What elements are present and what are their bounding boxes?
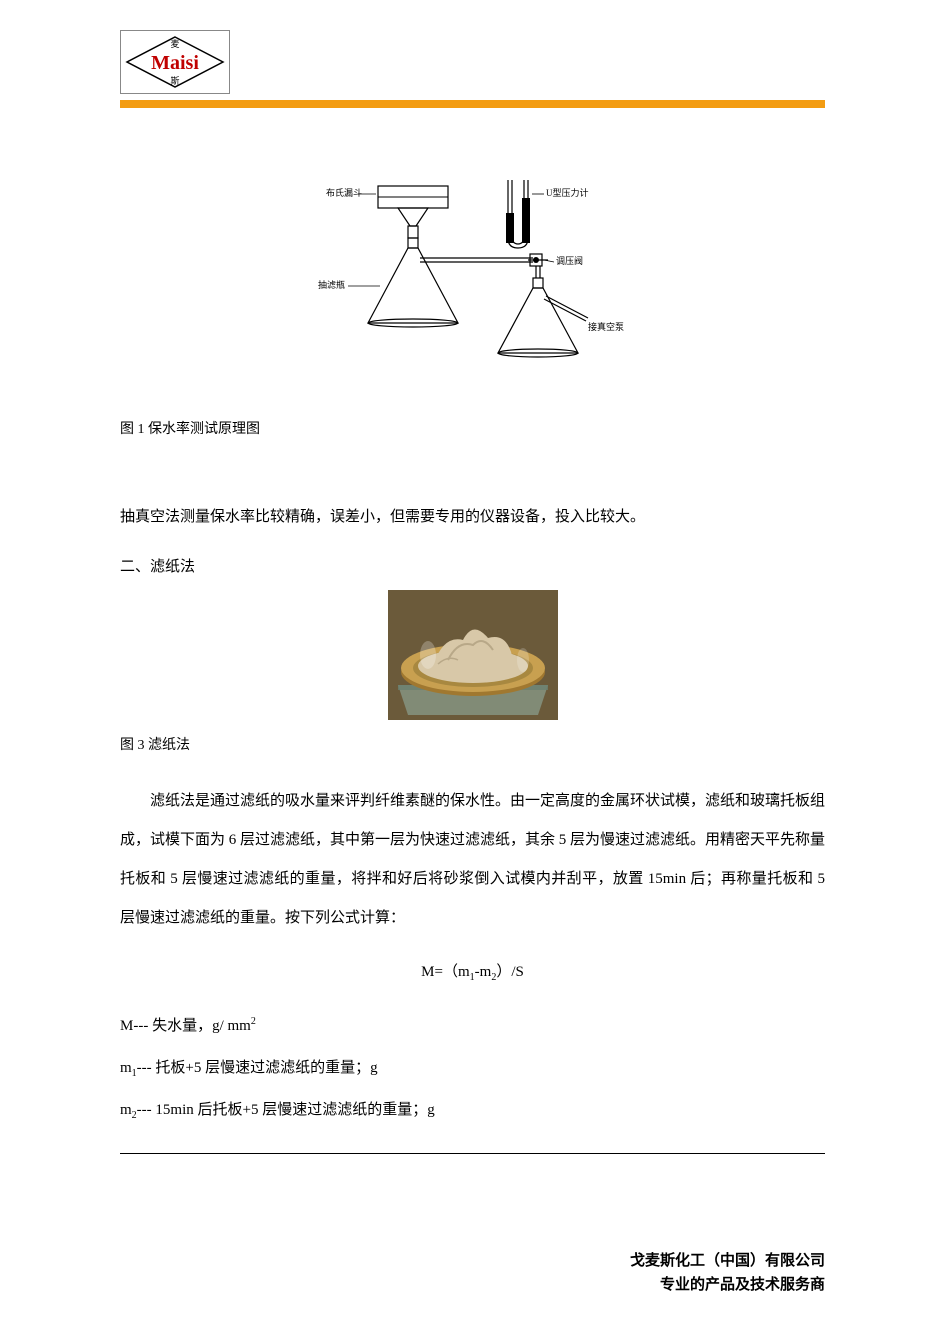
figure-1-container: 布氏漏斗 抽滤瓶 U型压力计 bbox=[120, 168, 825, 388]
label-manometer: U型压力计 bbox=[546, 187, 589, 198]
label-flask-left: 抽滤瓶 bbox=[318, 279, 345, 290]
formula-text: M=（m1-m2）/S bbox=[421, 964, 524, 980]
company-logo: 麦 Maisi 斯 bbox=[120, 30, 230, 94]
footer-tagline: 专业的产品及技术服务商 bbox=[630, 1273, 825, 1297]
filter-paper-photo bbox=[388, 590, 558, 720]
paragraph-1: 抽真空法测量保水率比较精确，误差小，但需要专用的仪器设备，投入比较大。 bbox=[120, 498, 825, 537]
document-content: 布氏漏斗 抽滤瓶 U型压力计 bbox=[120, 108, 825, 1131]
figure-3-caption: 图 3 滤纸法 bbox=[120, 734, 825, 754]
footer-company: 戈麦斯化工（中国）有限公司 bbox=[630, 1249, 825, 1273]
page-container: 麦 Maisi 斯 布氏漏斗 bbox=[0, 0, 945, 1131]
page-header: 麦 Maisi 斯 bbox=[120, 30, 825, 94]
figure-3-container bbox=[120, 590, 825, 720]
label-vacuum: 接真空泵 bbox=[588, 321, 624, 332]
variable-M: M--- 失水量，g/ mm2 bbox=[120, 1005, 825, 1047]
var-m1-symbol: m1--- bbox=[120, 1060, 155, 1076]
figure-1-caption: 图 1 保水率测试原理图 bbox=[120, 418, 825, 438]
section-2-heading: 二、滤纸法 bbox=[120, 555, 825, 576]
variable-m1: m1--- 托板+5 层慢速过滤滤纸的重量；g bbox=[120, 1047, 825, 1089]
label-valve: 调压阀 bbox=[556, 256, 583, 266]
page-footer: 戈麦斯化工（中国）有限公司 专业的产品及技术服务商 bbox=[630, 1249, 825, 1297]
footer-divider bbox=[120, 1153, 825, 1154]
schematic-diagram: 布氏漏斗 抽滤瓶 U型压力计 bbox=[308, 168, 638, 388]
var-m1-desc: 托板+5 层慢速过滤滤纸的重量；g bbox=[155, 1060, 377, 1076]
method-description: 滤纸法是通过滤纸的吸水量来评判纤维素醚的保水性。由一定高度的金属环状试模，滤纸和… bbox=[120, 782, 825, 938]
variable-m2: m2--- 15min 后托板+5 层慢速过滤滤纸的重量；g bbox=[120, 1089, 825, 1131]
header-divider-bar bbox=[120, 100, 825, 108]
var-m2-desc: 15min 后托板+5 层慢速过滤滤纸的重量；g bbox=[155, 1102, 434, 1118]
formula: M=（m1-m2）/S bbox=[120, 960, 825, 983]
var-M-symbol: M--- bbox=[120, 1018, 152, 1034]
logo-bottom-char: 斯 bbox=[170, 75, 179, 86]
logo-top-char: 麦 bbox=[170, 38, 179, 49]
var-M-desc: 失水量，g/ mm2 bbox=[152, 1018, 256, 1034]
logo-main-text: Maisi bbox=[151, 52, 199, 74]
label-funnel: 布氏漏斗 bbox=[326, 187, 362, 198]
var-m2-symbol: m2--- bbox=[120, 1102, 155, 1118]
